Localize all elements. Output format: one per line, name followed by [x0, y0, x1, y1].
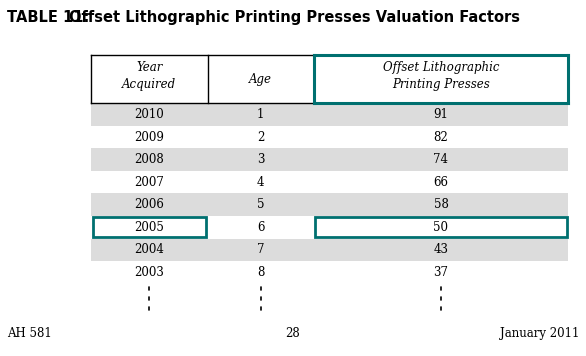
- Text: 28: 28: [285, 327, 301, 340]
- Bar: [91, 126, 568, 148]
- Bar: [91, 239, 568, 261]
- Bar: [93, 218, 206, 237]
- Text: 2007: 2007: [135, 176, 164, 189]
- Text: 91: 91: [434, 108, 448, 121]
- Text: January 2011: January 2011: [500, 327, 579, 340]
- Text: 2005: 2005: [135, 221, 164, 234]
- Text: 2: 2: [257, 131, 264, 143]
- Text: 8: 8: [257, 266, 264, 279]
- Text: 2003: 2003: [135, 266, 164, 279]
- Text: 3: 3: [257, 153, 264, 166]
- Text: 50: 50: [434, 221, 448, 234]
- Bar: [91, 216, 568, 239]
- Text: 2010: 2010: [135, 108, 164, 121]
- Text: Offset Lithographic
Printing Presses: Offset Lithographic Printing Presses: [383, 61, 499, 91]
- Text: 82: 82: [434, 131, 448, 143]
- Text: 2004: 2004: [135, 244, 164, 256]
- Text: 2009: 2009: [135, 131, 164, 143]
- Text: Year
Acquired: Year Acquired: [122, 61, 176, 91]
- Bar: [91, 261, 568, 284]
- Text: 37: 37: [434, 266, 448, 279]
- Text: Age: Age: [249, 73, 272, 86]
- Text: AH 581: AH 581: [7, 327, 52, 340]
- Bar: [91, 55, 568, 103]
- Text: TABLE 11:: TABLE 11:: [7, 10, 94, 25]
- Bar: [91, 103, 568, 126]
- Text: 66: 66: [434, 176, 448, 189]
- Text: Offset Lithographic Printing Presses Valuation Factors: Offset Lithographic Printing Presses Val…: [69, 10, 520, 25]
- Text: 1: 1: [257, 108, 264, 121]
- Text: 6: 6: [257, 221, 264, 234]
- Text: 2006: 2006: [135, 198, 164, 211]
- Bar: [91, 148, 568, 171]
- Text: 58: 58: [434, 198, 448, 211]
- Bar: [91, 171, 568, 193]
- Text: 43: 43: [434, 244, 448, 256]
- Text: 5: 5: [257, 198, 264, 211]
- Bar: [315, 218, 567, 237]
- Text: 4: 4: [257, 176, 264, 189]
- Text: 74: 74: [434, 153, 448, 166]
- Bar: [91, 193, 568, 216]
- Text: 7: 7: [257, 244, 264, 256]
- Text: 2008: 2008: [135, 153, 164, 166]
